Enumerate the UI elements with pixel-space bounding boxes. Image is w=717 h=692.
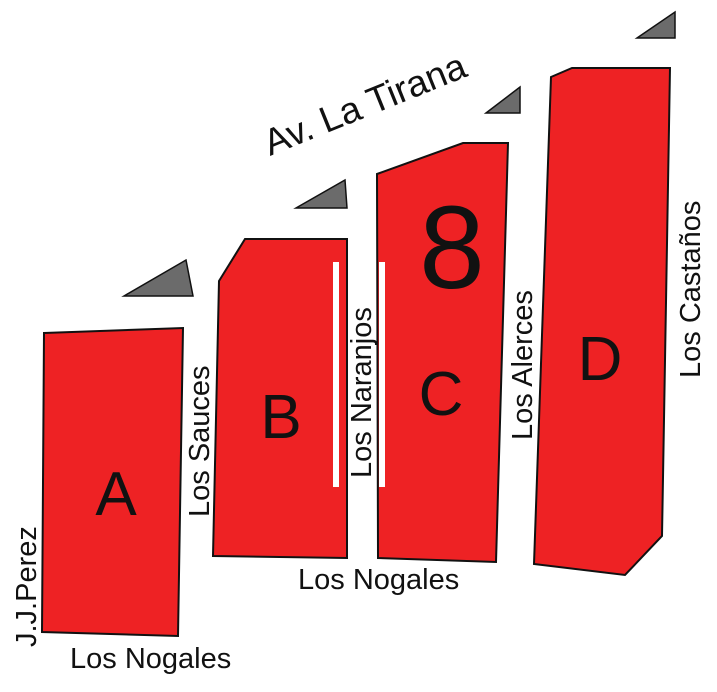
wedge-marker-3 xyxy=(483,85,521,114)
lot-a[interactable] xyxy=(40,326,185,638)
lot-a-label: A xyxy=(95,460,137,529)
naranjos-strip-left xyxy=(333,262,339,487)
lot-c-label: C xyxy=(419,360,464,429)
street-los-naranjos: Los Naranjos xyxy=(346,307,378,478)
naranjos-strip-right xyxy=(379,262,385,487)
street-los-nogales-bottom: Los Nogales xyxy=(70,643,231,675)
wedge-marker-4 xyxy=(634,10,676,39)
wedge-marker-1 xyxy=(121,258,194,297)
lot-c[interactable] xyxy=(375,142,510,564)
street-los-alerces: Los Alerces xyxy=(507,290,539,440)
street-los-castanos: Los Castaños xyxy=(675,201,707,378)
lot-d-label: D xyxy=(578,325,623,394)
street-los-sauces: Los Sauces xyxy=(184,365,216,517)
wedge-marker-2 xyxy=(293,178,348,209)
lot-b[interactable] xyxy=(211,238,348,560)
street-jj-perez: J.J.Perez xyxy=(11,526,43,647)
lot-b-label: B xyxy=(260,383,301,452)
lot-d[interactable] xyxy=(532,67,672,577)
street-los-nogales-mid: Los Nogales xyxy=(298,564,459,596)
street-av-la-tirana: Av. La Tirana xyxy=(258,45,473,164)
block-number: 8 xyxy=(419,182,485,314)
